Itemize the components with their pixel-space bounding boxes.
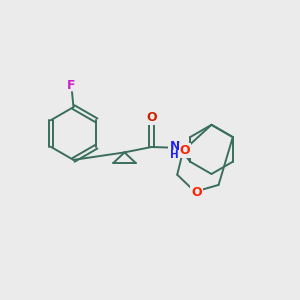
Text: N: N <box>169 140 180 153</box>
Text: O: O <box>191 186 202 199</box>
Text: O: O <box>146 111 157 124</box>
Text: F: F <box>67 79 76 92</box>
Text: O: O <box>180 144 190 157</box>
Text: H: H <box>170 150 179 160</box>
